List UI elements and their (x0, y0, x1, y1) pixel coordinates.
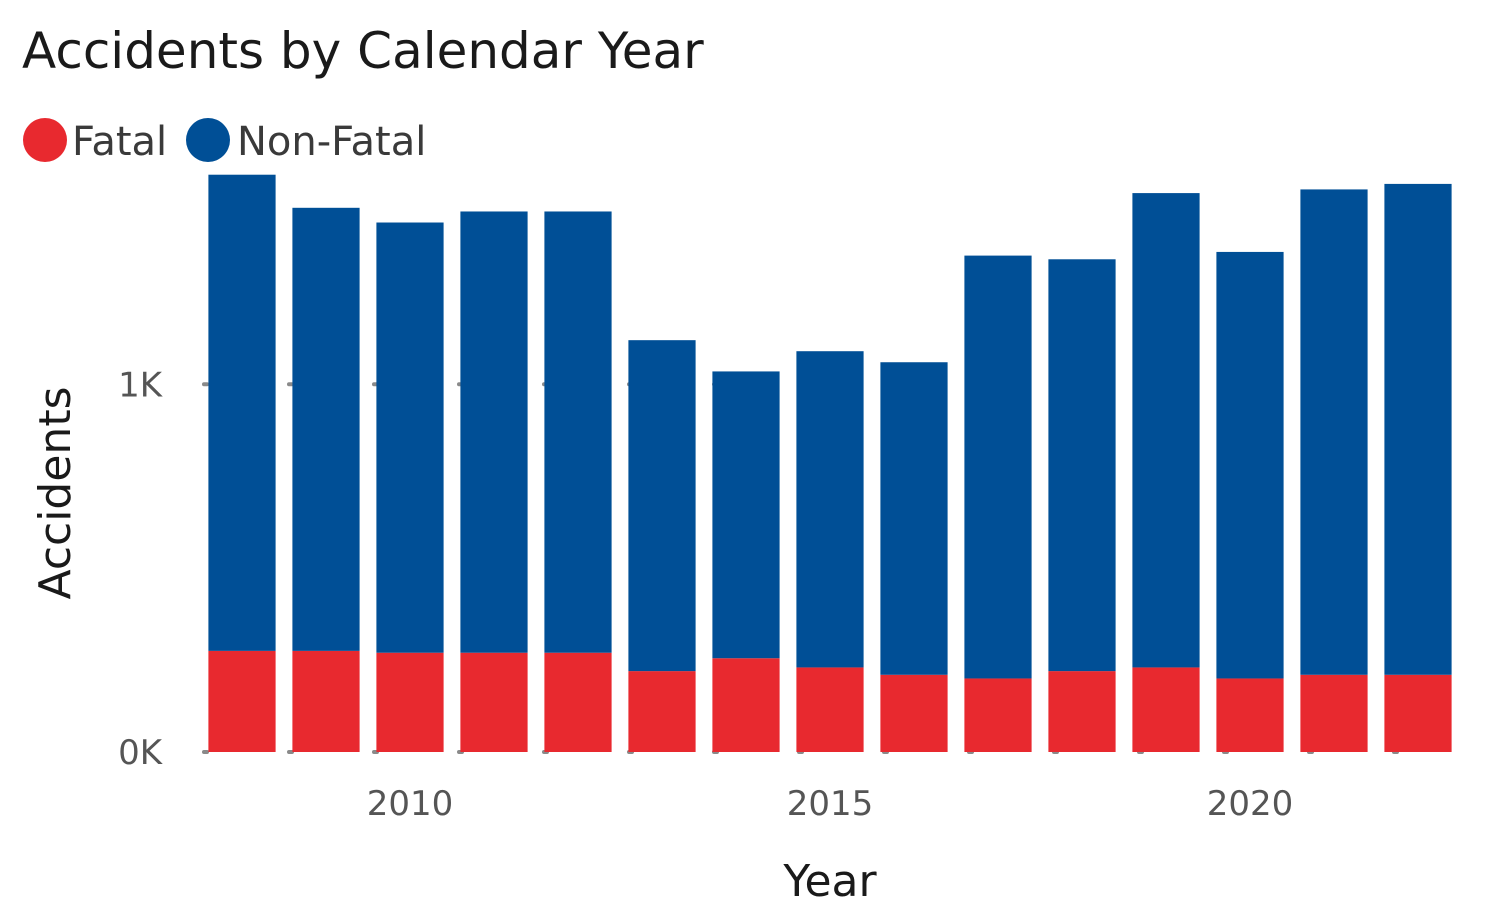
bar-non-fatal-2017[interactable] (964, 255, 1032, 679)
bar-fatal-2010[interactable] (376, 652, 444, 752)
bar-fatal-2014[interactable] (712, 658, 780, 752)
bar-fatal-2008[interactable] (208, 650, 276, 752)
legend-label-non-fatal[interactable]: Non-Fatal (237, 119, 426, 165)
bar-non-fatal-2014[interactable] (712, 371, 780, 659)
bar-fatal-2017[interactable] (964, 678, 1032, 752)
bar-non-fatal-2021[interactable] (1300, 189, 1368, 675)
x-axis-title: Year (782, 856, 877, 907)
bar-fatal-2011[interactable] (460, 652, 528, 752)
x-tick-label-2010: 2010 (367, 784, 454, 824)
bars (208, 174, 1452, 752)
x-tick-label-2015: 2015 (787, 784, 874, 824)
legend-marker-non-fatal (186, 118, 230, 162)
x-axis-ticks: 2010 2015 2020 (367, 784, 1294, 824)
y-axis-ticks: 0K 1K (118, 365, 164, 773)
bar-non-fatal-2016[interactable] (880, 362, 948, 675)
y-axis-title: Accidents (30, 387, 81, 600)
bar-non-fatal-2018[interactable] (1048, 259, 1116, 672)
bar-fatal-2018[interactable] (1048, 671, 1116, 752)
bar-fatal-2009[interactable] (292, 650, 360, 752)
bar-fatal-2020[interactable] (1216, 678, 1284, 752)
bar-fatal-2021[interactable] (1300, 674, 1368, 752)
bar-fatal-2019[interactable] (1132, 667, 1200, 752)
bar-non-fatal-2012[interactable] (544, 211, 612, 653)
bar-non-fatal-2010[interactable] (376, 222, 444, 653)
bar-non-fatal-2015[interactable] (796, 351, 864, 668)
bar-fatal-2016[interactable] (880, 674, 948, 752)
bar-fatal-2015[interactable] (796, 667, 864, 752)
bar-non-fatal-2009[interactable] (292, 207, 360, 651)
x-tick-label-2020: 2020 (1207, 784, 1294, 824)
bar-non-fatal-2008[interactable] (208, 174, 276, 651)
bar-non-fatal-2019[interactable] (1132, 193, 1200, 668)
bar-non-fatal-2013[interactable] (628, 340, 696, 672)
bar-non-fatal-2011[interactable] (460, 211, 528, 653)
bar-non-fatal-2022[interactable] (1384, 183, 1452, 675)
bar-fatal-2022[interactable] (1384, 674, 1452, 752)
legend-label-fatal[interactable]: Fatal (72, 119, 167, 165)
legend-marker-fatal (23, 118, 67, 162)
y-tick-label-0k: 0K (118, 733, 164, 773)
legend: Fatal Non-Fatal (23, 118, 426, 165)
y-tick-label-1k: 1K (118, 365, 164, 405)
bar-fatal-2012[interactable] (544, 652, 612, 752)
chart-title: Accidents by Calendar Year (22, 22, 704, 80)
bar-non-fatal-2020[interactable] (1216, 251, 1284, 679)
bar-fatal-2013[interactable] (628, 671, 696, 752)
